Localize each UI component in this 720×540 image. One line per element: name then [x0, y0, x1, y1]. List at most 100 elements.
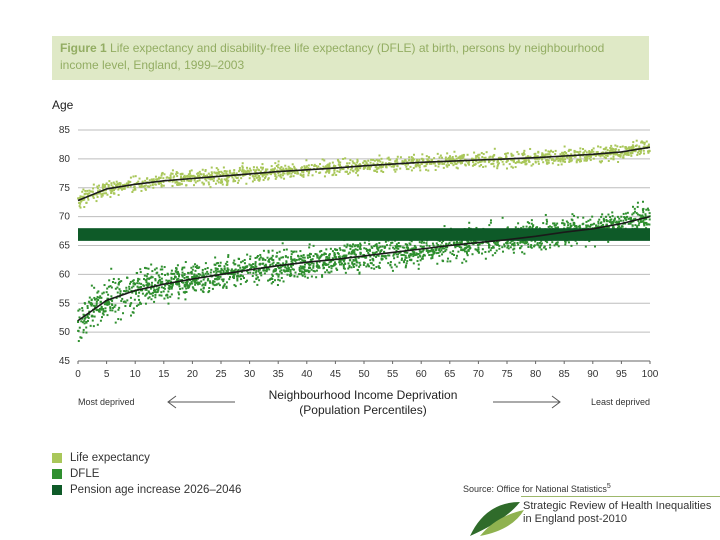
scatter-point: [391, 269, 394, 272]
scatter-point: [276, 251, 279, 254]
scatter-point: [607, 240, 610, 243]
scatter-point: [634, 217, 637, 220]
scatter-point: [373, 159, 376, 162]
scatter-point: [391, 241, 394, 244]
scatter-point: [395, 158, 398, 161]
scatter-point: [405, 256, 408, 259]
scatter-point: [293, 258, 296, 261]
scatter-point: [236, 181, 239, 184]
scatter-point: [330, 260, 333, 263]
scatter-point: [220, 179, 223, 182]
scatter-point: [407, 168, 410, 171]
scatter-point: [409, 258, 412, 261]
scatter-point: [179, 287, 182, 290]
scatter-point: [316, 263, 319, 266]
scatter-point: [151, 281, 154, 284]
scatter-point: [266, 168, 269, 171]
scatter-point: [407, 159, 410, 162]
scatter-point: [255, 265, 258, 268]
scatter-point: [597, 222, 600, 225]
scatter-point: [620, 225, 623, 228]
scatter-point: [396, 247, 399, 250]
scatter-point: [554, 242, 557, 245]
scatter-point: [338, 165, 341, 168]
scatter-point: [647, 223, 650, 226]
scatter-point: [606, 153, 609, 156]
scatter-point: [92, 310, 95, 313]
scatter-point: [120, 280, 123, 283]
scatter-point: [334, 255, 337, 258]
scatter-point: [194, 269, 197, 272]
scatter-point: [562, 222, 565, 225]
scatter-point: [345, 165, 348, 168]
scatter-point: [636, 205, 639, 208]
scatter-point: [130, 302, 133, 305]
scatter-point: [252, 175, 255, 178]
scatter-point: [356, 158, 359, 161]
scatter-point: [114, 187, 117, 190]
scatter-point: [204, 178, 207, 181]
scatter-point: [282, 262, 285, 265]
scatter-point: [108, 180, 111, 183]
scatter-point: [494, 241, 497, 244]
x-tick-label: 15: [158, 369, 170, 380]
scatter-point: [131, 190, 134, 193]
scatter-point: [636, 201, 639, 204]
x-tick-label: 10: [130, 369, 142, 380]
scatter-point: [439, 250, 442, 253]
scatter-point: [223, 267, 226, 270]
scatter-point: [183, 276, 186, 279]
scatter-point: [638, 145, 641, 148]
scatter-point: [276, 262, 279, 265]
scatter-point: [113, 189, 116, 192]
scatter-point: [286, 173, 289, 176]
scatter-point: [154, 175, 157, 178]
scatter-point: [413, 251, 416, 254]
scatter-point: [471, 253, 474, 256]
scatter-point: [256, 254, 259, 257]
scatter-point: [153, 290, 156, 293]
scatter-point: [612, 153, 615, 156]
scatter-point: [460, 241, 463, 244]
scatter-point: [470, 157, 473, 160]
scatter-point: [484, 257, 487, 260]
scatter-point: [627, 154, 630, 157]
scatter-point: [491, 254, 494, 257]
scatter-point: [133, 282, 136, 285]
scatter-point: [146, 284, 149, 287]
scatter-point: [103, 310, 106, 313]
scatter-point: [154, 279, 157, 282]
scatter-point: [144, 179, 147, 182]
scatter-point: [98, 307, 101, 310]
scatter-point: [138, 185, 141, 188]
scatter-point: [494, 252, 497, 255]
scatter-point: [293, 165, 296, 168]
scatter-point: [385, 244, 388, 247]
scatter-point: [362, 264, 365, 267]
scatter-point: [447, 156, 450, 159]
scatter-point: [269, 263, 272, 266]
scatter-point: [78, 197, 81, 200]
scatter-point: [154, 278, 157, 281]
scatter-point: [621, 145, 624, 148]
scatter-point: [183, 179, 186, 182]
scatter-point: [265, 269, 268, 272]
scatter-point: [445, 248, 448, 251]
scatter-point: [219, 264, 222, 267]
scatter-point: [154, 183, 157, 186]
scatter-point: [197, 174, 200, 177]
scatter-point: [608, 152, 611, 155]
scatter-point: [454, 155, 457, 158]
scatter-point: [617, 148, 620, 151]
scatter-point: [387, 254, 390, 257]
scatter-point: [207, 272, 210, 275]
legend-swatch: [52, 469, 62, 479]
scatter-point: [359, 164, 362, 167]
scatter-point: [562, 159, 565, 162]
scatter-point: [517, 153, 520, 156]
scatter-point: [611, 150, 614, 153]
scatter-point: [286, 264, 289, 267]
scatter-point: [119, 290, 122, 293]
scatter-point: [215, 262, 218, 265]
scatter-point: [216, 268, 219, 271]
